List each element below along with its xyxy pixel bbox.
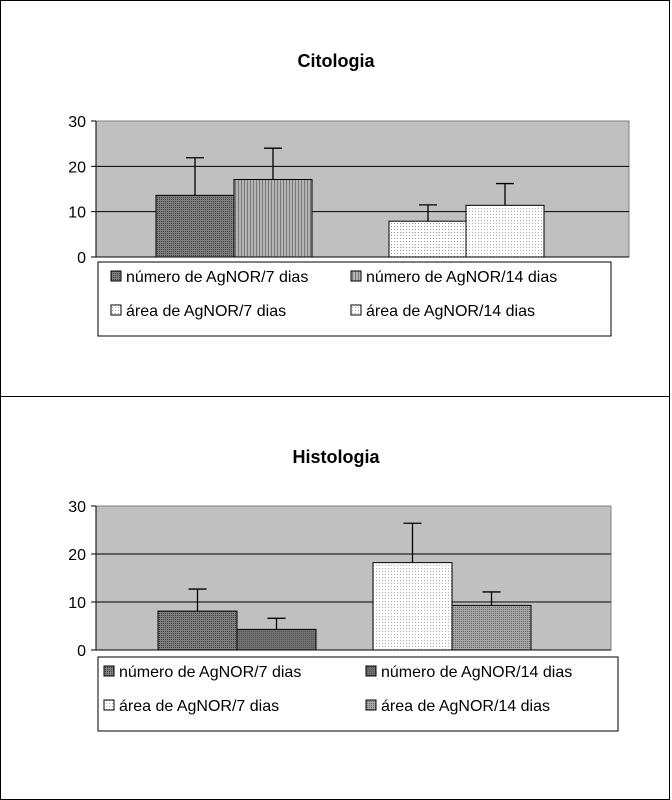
legend-swatch [350,270,362,282]
legend-swatch [110,270,122,282]
y-tick-label: 20 [68,547,86,564]
bar [388,220,468,258]
chart-title: Citologia [298,51,376,71]
chart-panel-histologia: Histologia 0 10 20 30 número de AgNOR/7 dias n… [0,396,670,800]
legend-swatch [110,304,122,316]
legend-swatch [103,665,115,677]
legend-label: área de AgNOR/14 dias [381,698,550,715]
chart-panel-citologia: Citologia 0 10 20 30 número de AgNOR/7 dias nú… [0,0,670,398]
bar [236,628,317,651]
legend-label: número de AgNOR/7 dias [119,664,301,681]
legend-label: área de AgNOR/7 dias [119,698,279,715]
legend-swatch [103,699,115,711]
legend-label: área de AgNOR/7 dias [126,303,286,320]
chart-title: Histologia [292,447,380,467]
legend-label: número de AgNOR/14 dias [366,269,557,286]
y-tick-label: 10 [68,205,86,222]
bar [233,178,313,258]
legend-label: número de AgNOR/7 dias [126,269,308,286]
bar [372,562,453,651]
legend-label: área de AgNOR/14 dias [366,303,535,320]
legend-swatch [365,699,377,711]
bar [155,194,235,258]
legend [97,656,619,732]
y-tick-label: 0 [77,643,86,660]
y-tick-label: 30 [68,499,86,516]
bar [157,610,238,651]
legend-swatch [350,304,362,316]
y-tick-label: 30 [68,114,86,131]
legend-label: número de AgNOR/14 dias [381,664,572,681]
bar [451,604,532,651]
legend-swatch [365,665,377,677]
y-tick-label: 0 [77,250,86,267]
y-tick-label: 10 [68,595,86,612]
chart-histologia: Histologia 0 10 20 30 número de AgNOR/7 dias n… [68,447,619,732]
y-tick-label: 20 [68,159,86,176]
bar [465,204,545,258]
chart-citologia: Citologia 0 10 20 30 número de AgNOR/7 dias nú… [68,51,630,337]
